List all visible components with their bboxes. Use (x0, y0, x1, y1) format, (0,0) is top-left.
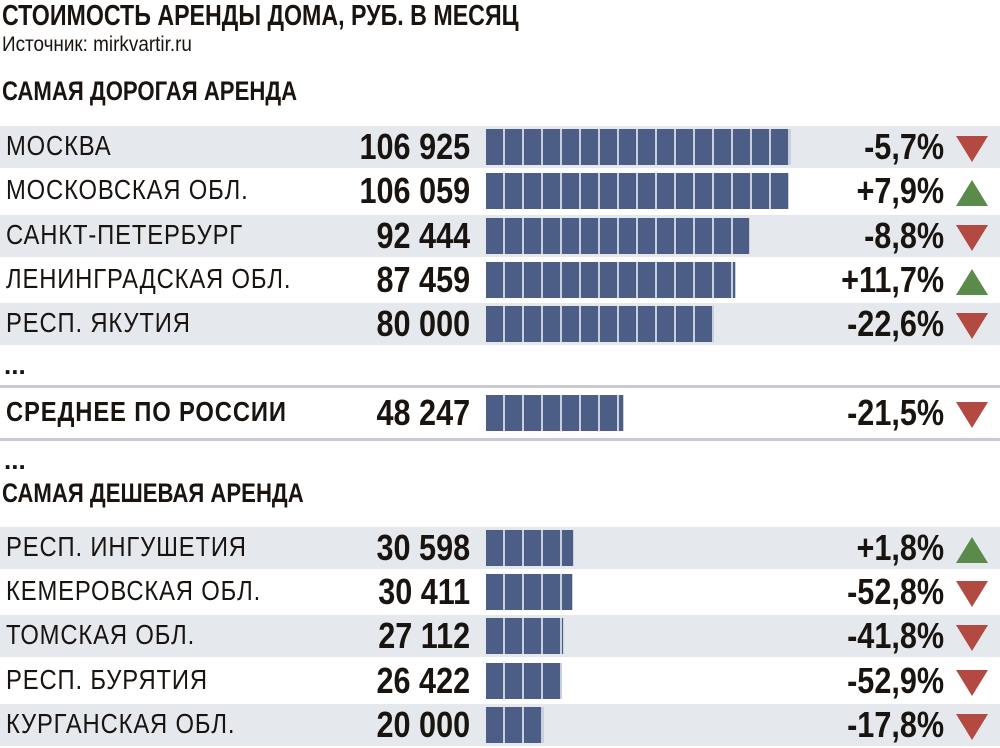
row-label: ТОМСКАЯ ОБЛ. (6, 619, 196, 650)
triangle-up-icon (956, 269, 988, 295)
bar (486, 129, 791, 165)
row-value: 27 112 (378, 615, 470, 656)
bar-row: РЕСП. ИНГУШЕТИЯ 30 598 +1,8% (0, 527, 1000, 569)
bar (486, 262, 736, 298)
row-label: РЕСП. ИНГУШЕТИЯ (6, 531, 247, 562)
bar (486, 530, 574, 566)
change-percent: -21,5% (847, 392, 944, 433)
triangle-down-icon (956, 402, 988, 428)
bar-row: МОСКОВСКАЯ ОБЛ. 106 059 +7,9% (0, 170, 1000, 212)
divider (0, 385, 1000, 388)
row-value: 80 000 (376, 303, 470, 344)
row-value: 106 059 (359, 170, 470, 211)
section-heading-cheap: САМАЯ ДЕШЕВАЯ АРЕНДА (2, 478, 304, 508)
bar-row: МОСКВА 106 925 -5,7% (0, 126, 1000, 168)
change-percent: -52,9% (847, 660, 944, 701)
triangle-up-icon (956, 180, 988, 206)
bar-row: РЕСП. ЯКУТИЯ 80 000 -22,6% (0, 303, 1000, 345)
section-heading-expensive: САМАЯ ДОРОГАЯ АРЕНДА (2, 76, 298, 106)
row-label: ЛЕНИНГРАДСКАЯ ОБЛ. (6, 263, 292, 294)
triangle-down-icon (956, 625, 988, 651)
triangle-down-icon (956, 714, 988, 740)
bar (486, 218, 750, 254)
ellipsis: ... (4, 445, 26, 475)
triangle-down-icon (956, 670, 988, 696)
row-label: КУРГАНСКАЯ ОБЛ. (6, 708, 236, 739)
bar-row: КЕМЕРОВСКАЯ ОБЛ. 30 411 -52,8% (0, 571, 1000, 613)
divider (0, 438, 1000, 441)
change-percent: -22,6% (847, 303, 944, 344)
change-percent: -8,8% (864, 215, 944, 256)
change-percent: -41,8% (847, 615, 944, 656)
triangle-down-icon (956, 581, 988, 607)
row-value: 87 459 (376, 259, 470, 300)
change-percent: +7,9% (856, 170, 944, 211)
row-label: РЕСП. ЯКУТИЯ (6, 307, 191, 338)
row-value: 92 444 (376, 215, 470, 256)
triangle-up-icon (956, 537, 988, 563)
change-percent: -52,8% (847, 571, 944, 612)
triangle-down-icon (956, 136, 988, 162)
row-label: МОСКОВСКАЯ ОБЛ. (6, 174, 249, 205)
row-value: 48 247 (376, 392, 470, 433)
change-percent: +1,8% (856, 527, 944, 568)
source-note: Источник: mirkvartir.ru (2, 33, 192, 56)
row-label: РЕСП. БУРЯТИЯ (6, 664, 208, 695)
bar (486, 173, 789, 209)
change-percent: -17,8% (847, 704, 944, 745)
row-label: КЕМЕРОВСКАЯ ОБЛ. (6, 575, 262, 606)
change-percent: +11,7% (841, 259, 944, 300)
bar-row: САНКТ-ПЕТЕРБУРГ 92 444 -8,8% (0, 215, 1000, 257)
bar-row: РЕСП. БУРЯТИЯ 26 422 -52,9% (0, 660, 1000, 702)
row-label: МОСКВА (6, 130, 112, 161)
bar (486, 395, 624, 431)
bar (486, 707, 544, 743)
row-value: 26 422 (376, 660, 470, 701)
bar-row: ЛЕНИНГРАДСКАЯ ОБЛ. 87 459 +11,7% (0, 259, 1000, 301)
bar (486, 663, 562, 699)
bar (486, 618, 564, 654)
bar-row: СРЕДНЕЕ ПО РОССИИ 48 247 -21,5% (0, 392, 1000, 434)
bar (486, 306, 714, 342)
bar-row: ТОМСКАЯ ОБЛ. 27 112 -41,8% (0, 615, 1000, 657)
row-value: 30 598 (376, 527, 470, 568)
triangle-down-icon (956, 225, 988, 251)
row-label: САНКТ-ПЕТЕРБУРГ (6, 219, 244, 250)
row-value: 106 925 (359, 126, 470, 167)
row-value: 20 000 (376, 704, 470, 745)
bar (486, 574, 573, 610)
row-label: СРЕДНЕЕ ПО РОССИИ (6, 396, 287, 427)
ellipsis: ... (4, 350, 26, 380)
change-percent: -5,7% (864, 126, 944, 167)
triangle-down-icon (956, 313, 988, 339)
chart-title: СТОИМОСТЬ АРЕНДЫ ДОМА, РУБ. В МЕСЯЦ (2, 0, 519, 32)
row-value: 30 411 (378, 571, 470, 612)
bar-row: КУРГАНСКАЯ ОБЛ. 20 000 -17,8% (0, 704, 1000, 746)
